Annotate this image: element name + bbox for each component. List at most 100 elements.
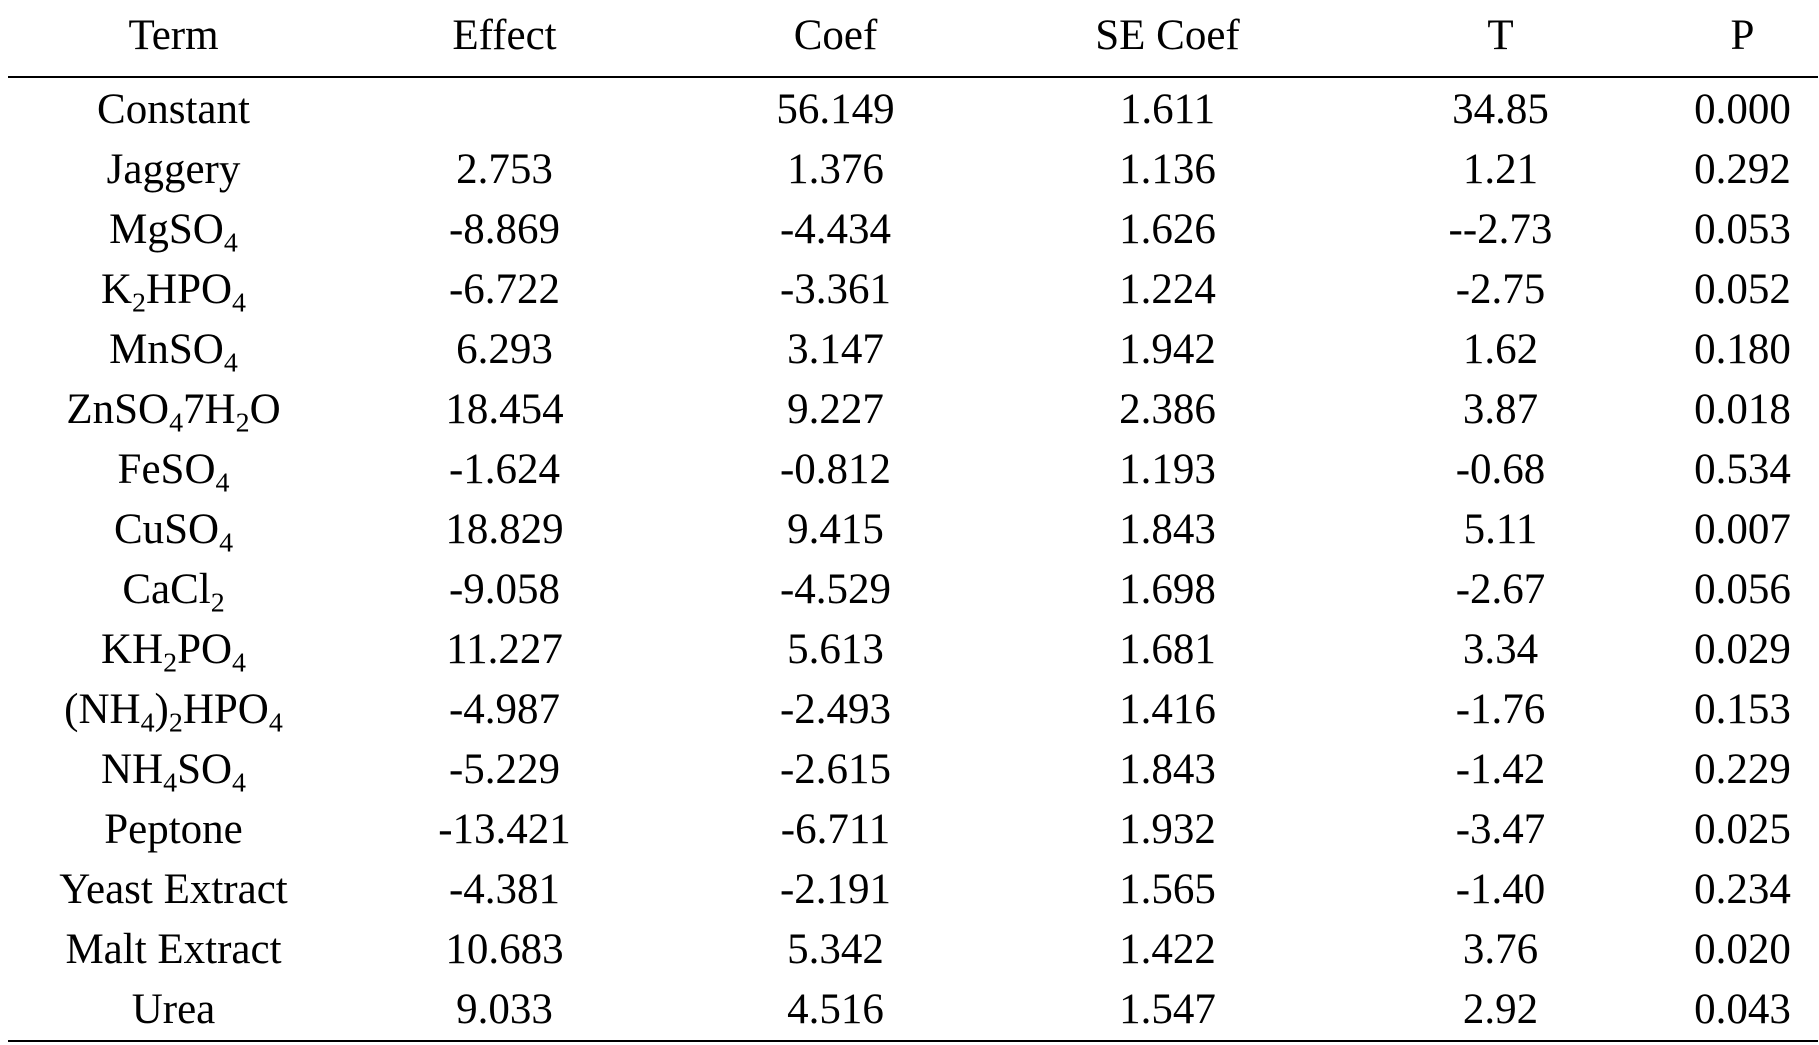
term-subscript: 4: [219, 527, 234, 559]
term-subscript: 4: [223, 227, 238, 259]
term-text: (NH: [64, 686, 141, 733]
table-row: Malt Extract 10.683 5.342 1.422 3.76 0.020: [8, 920, 1818, 980]
column-header-t: T: [1487, 12, 1514, 59]
table-row: Yeast Extract -4.381 -2.191 1.565 -1.40 0.234: [8, 860, 1818, 920]
cell-t: -0.68: [1455, 446, 1546, 493]
term-subscript: 4: [140, 707, 155, 739]
cell-p: 0.043: [1694, 986, 1791, 1033]
cell-t: 5.11: [1463, 506, 1538, 553]
term-text: CaCl: [122, 566, 211, 613]
term-text: FeSO: [117, 446, 216, 493]
cell-term: Malt Extract: [8, 920, 339, 980]
cell-t: --2.73: [1448, 206, 1553, 253]
cell-coef: 5.613: [787, 626, 884, 673]
term-subscript: 2: [168, 707, 183, 739]
cell-effect: 11.227: [446, 626, 563, 673]
cell-p: 0.180: [1694, 326, 1791, 373]
cell-coef: 3.147: [787, 326, 884, 373]
cell-effect: 18.829: [445, 506, 564, 553]
cell-se-coef: 1.843: [1119, 746, 1216, 793]
cell-coef: -2.493: [779, 686, 892, 733]
term-text: HPO: [146, 266, 233, 313]
term-text: Peptone: [104, 806, 243, 853]
cell-p: 0.056: [1694, 566, 1791, 613]
term-text: CuSO: [113, 506, 220, 553]
cell-p: 0.534: [1694, 446, 1791, 493]
cell-t: -2.75: [1455, 266, 1546, 313]
cell-t: 34.85: [1452, 86, 1549, 133]
term-subscript: 4: [223, 347, 238, 379]
cell-t: 3.87: [1462, 386, 1539, 433]
cell-term: FeSO4: [8, 440, 339, 500]
cell-term: CaCl2: [8, 560, 339, 620]
cell-effect: -9.058: [448, 566, 561, 613]
table-row: FeSO4 -1.624 -0.812 1.193 -0.68 0.534: [8, 440, 1818, 500]
cell-coef: 5.342: [787, 926, 884, 973]
cell-se-coef: 1.626: [1119, 206, 1216, 253]
term-text: 7H: [183, 386, 236, 433]
cell-se-coef: 1.681: [1119, 626, 1216, 673]
cell-coef: -4.529: [779, 566, 892, 613]
cell-p: 0.018: [1694, 386, 1791, 433]
cell-effect: 18.454: [445, 386, 564, 433]
cell-p: 0.292: [1694, 146, 1791, 193]
cell-coef: 4.516: [787, 986, 884, 1033]
cell-se-coef: 1.422: [1119, 926, 1216, 973]
cell-coef: 9.415: [787, 506, 884, 553]
column-header-effect: Effect: [452, 12, 557, 59]
term-subscript: 2: [163, 647, 178, 679]
term-text: Urea: [131, 986, 216, 1033]
cell-t: 3.76: [1462, 926, 1539, 973]
term-subscript: 4: [163, 767, 178, 799]
cell-coef: 56.149: [776, 86, 895, 133]
table-row: (NH4)2HPO4 -4.987 -2.493 1.416 -1.76 0.153: [8, 680, 1818, 740]
cell-coef: -4.434: [779, 206, 892, 253]
cell-se-coef: 1.611: [1119, 86, 1216, 133]
cell-term: (NH4)2HPO4: [8, 680, 339, 740]
cell-coef: -2.191: [779, 866, 892, 913]
cell-effect: -5.229: [448, 746, 561, 793]
cell-t: 1.21: [1462, 146, 1539, 193]
table-row: Peptone -13.421 -6.711 1.932 -3.47 0.025: [8, 800, 1818, 860]
cell-coef: 1.376: [787, 146, 884, 193]
table-row: CaCl2 -9.058 -4.529 1.698 -2.67 0.056: [8, 560, 1818, 620]
cell-p: 0.029: [1694, 626, 1791, 673]
cell-p: 0.234: [1694, 866, 1791, 913]
cell-t: 3.34: [1462, 626, 1539, 673]
cell-se-coef: 2.386: [1119, 386, 1216, 433]
cell-t: 2.92: [1462, 986, 1539, 1033]
cell-term: Urea: [8, 980, 339, 1041]
cell-se-coef: 1.843: [1119, 506, 1216, 553]
cell-coef: 9.227: [787, 386, 884, 433]
table-header-row: Term Effect Coef SE Coef T P: [8, 0, 1818, 77]
cell-effect: 2.753: [456, 146, 553, 193]
cell-se-coef: 1.565: [1119, 866, 1216, 913]
cell-effect: -13.421: [438, 806, 571, 853]
term-text: O: [249, 386, 281, 433]
cell-t: -1.42: [1455, 746, 1546, 793]
term-subscript: 4: [169, 407, 184, 439]
cell-t: -1.76: [1455, 686, 1546, 733]
cell-t: 1.62: [1462, 326, 1539, 373]
column-header-coef: Coef: [793, 12, 878, 59]
cell-coef: -6.711: [780, 806, 891, 853]
column-header-p: P: [1730, 12, 1755, 59]
cell-se-coef: 1.547: [1119, 986, 1216, 1033]
term-subscript: 4: [232, 647, 246, 679]
cell-coef: -0.812: [779, 446, 892, 493]
cell-term: ZnSO47H2O: [8, 380, 339, 440]
cell-p: 0.025: [1694, 806, 1791, 853]
cell-effect: -1.624: [448, 446, 561, 493]
cell-se-coef: 1.224: [1119, 266, 1216, 313]
cell-term: KH2PO4: [8, 620, 339, 680]
regression-table-container: Term Effect Coef SE Coef T P Constant 56.…: [8, 0, 1818, 1042]
term-subscript: 4: [215, 467, 230, 499]
cell-effect: 6.293: [456, 326, 553, 373]
cell-se-coef: 1.416: [1119, 686, 1216, 733]
column-header-term: Term: [128, 12, 219, 59]
table-row: Urea 9.033 4.516 1.547 2.92 0.043: [8, 980, 1818, 1041]
cell-p: 0.153: [1694, 686, 1791, 733]
table-row: Constant 56.149 1.611 34.85 0.000: [8, 77, 1818, 140]
term-text: SO: [177, 746, 233, 793]
table-row: Jaggery 2.753 1.376 1.136 1.21 0.292: [8, 140, 1818, 200]
